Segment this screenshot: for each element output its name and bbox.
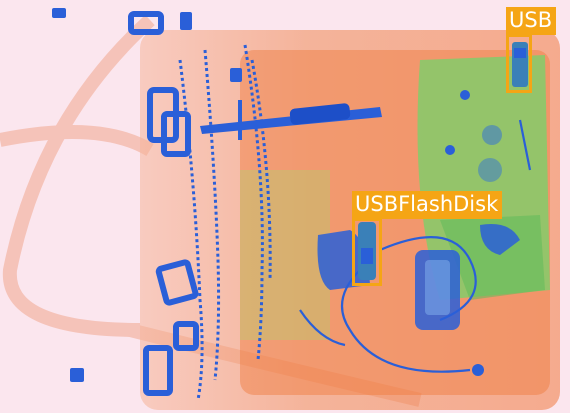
green-panel: [240, 170, 330, 340]
metal-small-parts: [52, 8, 470, 382]
detection-box-usbflashdisk: [352, 218, 382, 286]
usb-object-2: [358, 222, 376, 280]
detection-box-usb: [506, 34, 532, 93]
usb-object-1: [512, 42, 528, 87]
cable-end: [472, 364, 484, 376]
detection-label-usb: USB: [506, 7, 557, 35]
metal-fittings: [128, 11, 199, 396]
detection-label-usbflashdisk: USBFlashDisk: [352, 191, 503, 219]
cable: [299, 119, 532, 373]
dense-region-lower: [440, 215, 545, 300]
device-cluster: [317, 125, 520, 330]
pen: [200, 100, 382, 140]
